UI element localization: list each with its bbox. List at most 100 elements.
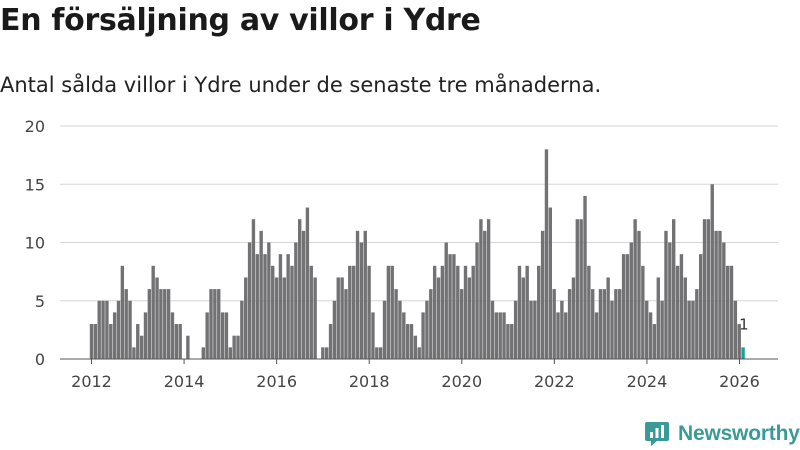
bar [351, 265, 356, 359]
bar [467, 277, 472, 359]
bar [174, 324, 179, 359]
bar [271, 265, 275, 359]
bar-latest [741, 347, 745, 359]
bar [494, 312, 499, 359]
bar [278, 254, 283, 359]
bar [367, 265, 371, 359]
bar [159, 289, 163, 359]
bar [390, 265, 394, 359]
bar [97, 300, 101, 359]
bar [325, 347, 329, 359]
bar [687, 300, 691, 359]
newsworthy-brand[interactable]: Newsworthy [644, 420, 800, 448]
bar [648, 312, 653, 359]
bar [147, 289, 152, 359]
bar [729, 265, 734, 359]
bar [502, 312, 506, 359]
bar [105, 300, 109, 359]
bar [205, 312, 209, 359]
bar [128, 300, 132, 359]
bar [645, 300, 649, 359]
bar [236, 335, 240, 359]
bar [571, 277, 576, 359]
bar [228, 347, 232, 359]
bar [328, 324, 333, 359]
bar [93, 324, 98, 359]
bar [591, 289, 595, 359]
latest-value-label: 1 [739, 315, 749, 333]
bar [336, 277, 340, 359]
bar [675, 265, 680, 359]
bar [459, 289, 464, 359]
bar [425, 300, 429, 359]
bar [633, 219, 637, 359]
bar [456, 265, 460, 359]
bar [594, 312, 599, 359]
bar [274, 277, 279, 359]
bar [444, 242, 448, 359]
bar [660, 300, 664, 359]
bar [213, 289, 217, 359]
bar [166, 289, 171, 359]
bar [691, 300, 695, 359]
bar [629, 242, 633, 359]
bar [255, 254, 259, 359]
bar [413, 335, 418, 359]
bar [625, 254, 630, 359]
bar [540, 230, 545, 359]
bar [421, 312, 425, 359]
bar [452, 254, 456, 359]
bar [621, 254, 626, 359]
bar [510, 324, 514, 359]
bar [313, 277, 317, 359]
bar [637, 230, 641, 359]
bar [479, 219, 483, 359]
bar [344, 289, 348, 359]
chart-title: En försäljning av villor i Ydre [0, 3, 481, 38]
bar [309, 265, 313, 359]
bar [490, 300, 495, 359]
bar [429, 289, 433, 359]
bar [533, 300, 537, 359]
bar [614, 289, 618, 359]
bar [525, 265, 529, 359]
bar [298, 219, 302, 359]
x-tick-label: 2018 [349, 372, 390, 391]
bar [139, 335, 144, 359]
bar [259, 230, 263, 359]
bar [321, 347, 325, 359]
bar [363, 230, 367, 359]
bar [598, 289, 603, 359]
y-tick-label: 0 [35, 350, 45, 369]
bar [267, 242, 271, 359]
bar [521, 277, 526, 359]
bar [440, 265, 445, 359]
bar [375, 347, 379, 359]
brand-name: Newsworthy [678, 422, 800, 445]
bar [359, 242, 364, 359]
bar [112, 312, 117, 359]
bar [232, 335, 236, 359]
bar [475, 242, 479, 359]
y-tick-label: 20 [25, 117, 45, 136]
bar [463, 265, 468, 359]
bar [579, 219, 583, 359]
bar [710, 184, 714, 359]
y-tick-label: 10 [25, 234, 45, 253]
bar [695, 289, 699, 359]
bar [282, 277, 286, 359]
bar [583, 195, 587, 359]
bar [725, 265, 730, 359]
bar [247, 242, 252, 359]
x-tick-label: 2016 [256, 372, 297, 391]
bar [170, 312, 175, 359]
bar [517, 265, 522, 359]
bar [471, 265, 475, 359]
bar [567, 289, 572, 359]
bar [529, 300, 533, 359]
bar [656, 277, 660, 359]
bar [132, 347, 136, 359]
bar [340, 277, 344, 359]
bar [101, 300, 105, 359]
bar-chart: 0 5 10 15 20 1 2012 2014 2016 2018 2020 2022 2024 202… [25, 117, 778, 391]
